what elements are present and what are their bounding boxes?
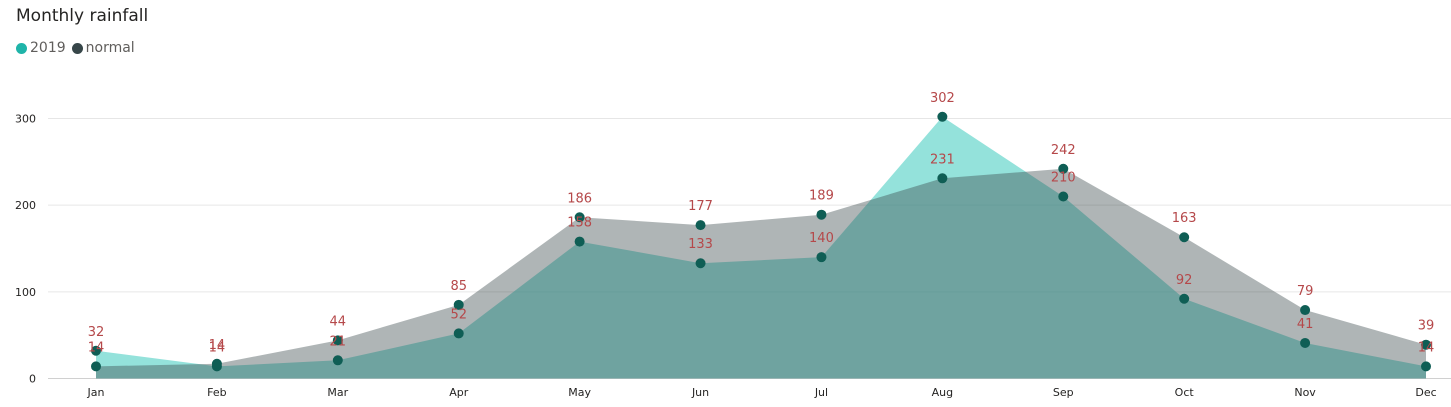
y-tick-label: 200 [15, 199, 36, 212]
marker-2019 [91, 345, 101, 356]
x-tick-label: Feb [207, 386, 226, 399]
chart-title: Monthly rainfall [16, 6, 149, 26]
x-tick-label: Jan [87, 386, 105, 399]
legend-label-2019: 2019 [30, 40, 66, 56]
marker-normal [1179, 232, 1190, 243]
marker-2019 [937, 111, 948, 122]
marker-normal [816, 209, 827, 220]
marker-2019 [695, 258, 706, 269]
data-label-normal: 44 [330, 314, 347, 329]
data-label-2019: 14 [1418, 340, 1435, 355]
data-label-2019: 52 [450, 307, 467, 322]
marker-2019 [1179, 293, 1190, 304]
marker-2019 [574, 236, 585, 247]
marker-2019 [1300, 337, 1311, 348]
y-tick-label: 100 [15, 286, 36, 299]
data-label-2019: 140 [809, 231, 834, 246]
y-tick-label: 0 [29, 373, 36, 386]
marker-normal [937, 173, 948, 184]
marker-2019 [1058, 191, 1069, 202]
data-label-2019: 32 [88, 325, 105, 340]
marker-normal [453, 299, 464, 310]
marker-normal [1421, 339, 1431, 350]
data-label-2019: 210 [1051, 171, 1076, 186]
data-label-2019: 41 [1297, 317, 1314, 332]
data-label-normal: 189 [809, 189, 834, 204]
legend-item-normal[interactable]: normal [71, 40, 135, 56]
data-label-2019: 14 [209, 340, 226, 355]
legend-label-normal: normal [85, 40, 135, 56]
legend-swatch-2019 [16, 42, 27, 54]
data-label-2019: 158 [567, 216, 592, 231]
marker-normal [1058, 163, 1069, 174]
x-tick-label: Apr [449, 386, 469, 399]
x-tick-label: Oct [1175, 386, 1195, 399]
data-label-normal: 14 [88, 340, 105, 355]
marker-normal [574, 212, 585, 223]
marker-normal [695, 220, 706, 231]
data-label-normal: 14 [209, 338, 226, 353]
marker-2019 [453, 328, 464, 339]
data-label-2019: 133 [688, 237, 713, 252]
x-tick-label: Aug [932, 386, 953, 399]
data-label-2019: 21 [330, 334, 347, 349]
area-2019 [96, 116, 1426, 379]
marker-2019 [816, 252, 827, 263]
data-label-normal: 231 [930, 152, 955, 167]
data-label-normal: 79 [1297, 284, 1314, 299]
x-tick-label: Sep [1053, 386, 1074, 399]
area-normal [96, 168, 1426, 379]
x-tick-label: Jun [691, 386, 709, 399]
marker-2019 [1421, 361, 1431, 372]
y-tick-label: 300 [15, 113, 36, 126]
legend-item-2019[interactable]: 2019 [16, 40, 66, 56]
marker-2019 [332, 355, 343, 366]
marker-normal [1300, 305, 1311, 316]
x-tick-label: Dec [1415, 386, 1436, 399]
data-label-normal: 163 [1172, 211, 1197, 226]
data-label-normal: 85 [450, 279, 467, 294]
legend-swatch-normal [71, 42, 83, 54]
x-tick-label: Jul [814, 386, 828, 399]
data-label-2019: 302 [930, 91, 955, 106]
marker-normal [211, 358, 222, 369]
marker-normal [332, 335, 343, 346]
legend: 2019 normal [16, 40, 141, 56]
data-label-2019: 92 [1176, 273, 1193, 288]
x-tick-label: May [568, 386, 591, 399]
data-label-normal: 242 [1051, 143, 1076, 158]
marker-normal [91, 361, 101, 372]
x-tick-label: Nov [1294, 386, 1316, 399]
data-label-normal: 39 [1418, 319, 1435, 334]
data-label-normal: 177 [688, 199, 713, 214]
data-label-normal: 186 [567, 191, 592, 206]
x-tick-label: Mar [327, 386, 348, 399]
